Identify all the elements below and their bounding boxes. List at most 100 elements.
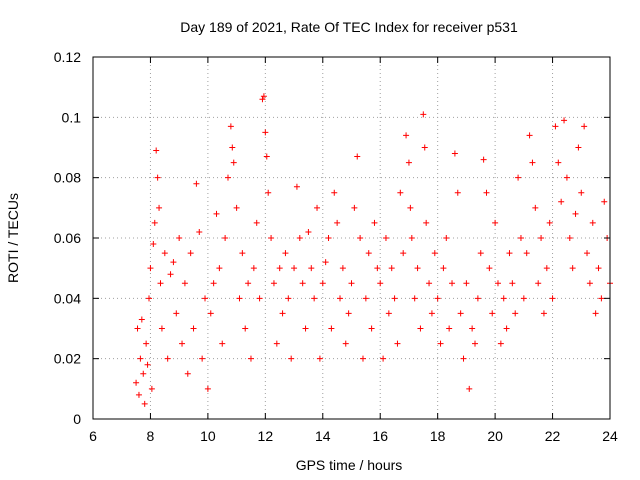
- data-point: [156, 204, 163, 211]
- data-point: [362, 295, 369, 302]
- data-point: [561, 117, 568, 124]
- y-tick-label: 0.1: [62, 109, 82, 125]
- data-point: [210, 280, 217, 287]
- data-point: [322, 259, 329, 266]
- data-point: [342, 340, 349, 347]
- data-point: [224, 174, 231, 181]
- x-tick-label: 6: [89, 428, 97, 444]
- data-point: [492, 219, 499, 226]
- data-point: [190, 325, 197, 332]
- data-point: [161, 250, 168, 257]
- data-point: [586, 280, 593, 287]
- data-point: [382, 235, 389, 241]
- data-point: [273, 340, 280, 347]
- data-point: [575, 144, 582, 151]
- data-point: [543, 265, 550, 272]
- data-point: [181, 280, 188, 287]
- data-point: [263, 153, 270, 160]
- data-point: [164, 355, 171, 362]
- data-point: [572, 210, 579, 217]
- plot-frame: [92, 56, 611, 420]
- data-point: [460, 355, 467, 362]
- data-point: [494, 280, 501, 287]
- data-point: [437, 340, 444, 347]
- data-point: [538, 235, 545, 241]
- data-point: [259, 96, 266, 103]
- data-point: [374, 265, 381, 272]
- data-point: [265, 189, 272, 196]
- data-point: [285, 295, 292, 302]
- data-point: [339, 265, 346, 272]
- data-point: [584, 250, 591, 257]
- data-point: [592, 310, 599, 317]
- data-point: [371, 219, 378, 226]
- data-point: [167, 271, 174, 278]
- data-point: [262, 129, 269, 136]
- data-point: [325, 235, 332, 241]
- data-point: [532, 204, 539, 211]
- data-point: [477, 250, 484, 257]
- x-tick-label: 10: [200, 428, 216, 444]
- data-point: [179, 340, 186, 347]
- data-point: [526, 132, 533, 139]
- data-point: [305, 228, 312, 235]
- data-point: [463, 280, 470, 287]
- x-tick-label: 12: [258, 428, 274, 444]
- data-point: [420, 111, 427, 118]
- data-point: [563, 174, 570, 181]
- data-point: [137, 355, 144, 362]
- data-point: [170, 259, 177, 266]
- data-point: [421, 144, 428, 151]
- data-point: [247, 355, 254, 362]
- x-axis-label: GPS time / hours: [296, 457, 403, 473]
- data-point: [457, 310, 464, 317]
- data-point: [256, 295, 263, 302]
- data-point: [497, 340, 504, 347]
- data-point: [345, 310, 352, 317]
- data-point: [555, 159, 562, 166]
- data-point: [512, 310, 519, 317]
- data-point: [365, 250, 372, 257]
- data-point: [354, 153, 361, 160]
- data-point: [431, 250, 438, 257]
- data-points: [133, 93, 613, 407]
- data-point: [469, 325, 476, 332]
- data-point: [288, 355, 295, 362]
- x-tick-label: 22: [545, 428, 561, 444]
- data-point: [146, 295, 153, 302]
- data-point: [227, 123, 234, 130]
- data-point: [414, 265, 421, 272]
- data-point: [276, 265, 283, 272]
- data-point: [134, 325, 141, 332]
- data-point: [222, 235, 229, 241]
- data-point: [506, 250, 513, 257]
- data-point: [549, 295, 556, 302]
- data-point: [417, 325, 424, 332]
- data-point: [216, 265, 223, 272]
- data-point: [348, 280, 355, 287]
- data-point: [153, 147, 160, 154]
- data-point: [423, 219, 430, 226]
- data-point: [314, 204, 321, 211]
- x-tick-label: 16: [372, 428, 388, 444]
- x-tick-labels: 6 8 10 12 14 16 18 20 22 24: [89, 428, 618, 444]
- data-point: [529, 159, 536, 166]
- data-point: [176, 235, 183, 241]
- data-point: [483, 189, 490, 196]
- data-point: [546, 219, 553, 226]
- data-point: [569, 265, 576, 272]
- data-point: [408, 235, 415, 241]
- data-point: [454, 189, 461, 196]
- data-point: [293, 183, 300, 190]
- y-tick-label: 0: [73, 411, 81, 427]
- data-point: [282, 250, 289, 257]
- data-point: [140, 370, 147, 377]
- data-point: [158, 325, 165, 332]
- data-point: [601, 198, 608, 205]
- data-point: [299, 280, 306, 287]
- data-point: [308, 265, 315, 272]
- data-point: [359, 355, 366, 362]
- data-point: [270, 280, 277, 287]
- y-tick-label: 0.06: [54, 230, 81, 246]
